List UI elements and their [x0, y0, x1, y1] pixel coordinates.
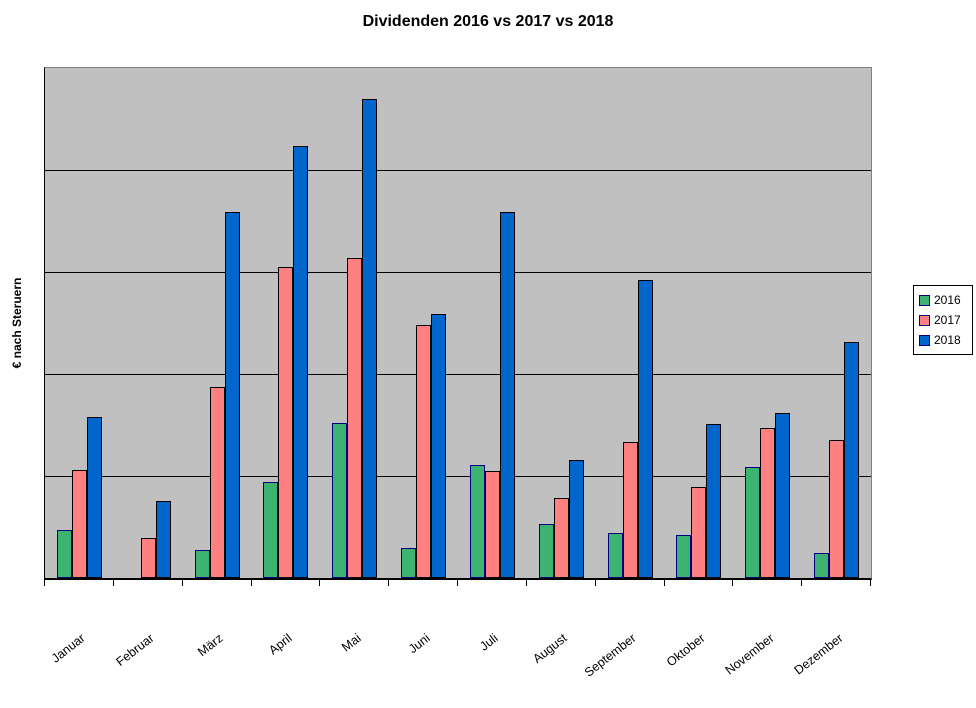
bar-november-2017 — [760, 428, 775, 578]
bar-juli-2018 — [500, 212, 515, 578]
bar-april-2016 — [263, 482, 278, 578]
axis-tick — [595, 580, 596, 586]
axis-tick — [732, 580, 733, 586]
legend: 2016 2017 2018 — [913, 285, 973, 355]
axis-tick — [801, 580, 802, 586]
bar-oktober-2016 — [676, 535, 691, 578]
bar-oktober-2018 — [706, 424, 721, 578]
legend-label: 2016 — [934, 293, 961, 307]
bar-januar-2018 — [87, 417, 102, 578]
axis-tick — [44, 580, 45, 586]
legend-swatch-2017 — [919, 314, 930, 326]
bar-juni-2017 — [416, 325, 431, 578]
bar-september-2018 — [638, 280, 653, 578]
legend-item-2016: 2016 — [919, 290, 972, 310]
bar-oktober-2017 — [691, 487, 706, 578]
gridline — [45, 374, 871, 375]
bar-februar-2018 — [156, 501, 171, 578]
bar-mai-2018 — [362, 99, 377, 578]
bar-november-2016 — [745, 467, 760, 578]
bar-maerz-2018 — [225, 212, 240, 578]
x-axis-label-dezember: Dezember — [791, 631, 846, 678]
gridline — [45, 476, 871, 477]
axis-tick — [664, 580, 665, 586]
bar-dezember-2016 — [814, 553, 829, 578]
gridline — [45, 170, 871, 171]
bar-januar-2016 — [57, 530, 72, 578]
bar-januar-2017 — [72, 470, 87, 578]
bar-april-2018 — [293, 146, 308, 578]
axis-tick — [388, 580, 389, 586]
bar-maerz-2016 — [195, 550, 210, 578]
legend-swatch-2016 — [919, 294, 930, 306]
bar-april-2017 — [278, 267, 293, 578]
bar-juni-2016 — [401, 548, 416, 578]
bar-august-2018 — [569, 460, 584, 578]
bar-maerz-2017 — [210, 387, 225, 578]
bar-juli-2017 — [485, 471, 500, 578]
bar-august-2017 — [554, 498, 569, 578]
axis-tick — [113, 580, 114, 586]
x-axis-ticks — [44, 580, 873, 587]
plot-area — [44, 67, 872, 580]
bar-dezember-2017 — [829, 440, 844, 578]
axis-tick — [182, 580, 183, 586]
y-axis-title: € nach Steruern — [10, 277, 24, 369]
bar-februar-2017 — [141, 538, 156, 578]
chart-title: Dividenden 2016 vs 2017 vs 2018 — [362, 13, 614, 30]
axis-tick — [870, 580, 871, 586]
bar-november-2018 — [775, 413, 790, 578]
legend-swatch-2018 — [919, 334, 930, 346]
bar-mai-2017 — [347, 258, 362, 578]
bar-dezember-2018 — [844, 342, 859, 578]
bar-juli-2016 — [470, 465, 485, 578]
bar-mai-2016 — [332, 423, 347, 578]
bar-september-2017 — [623, 442, 638, 578]
legend-label: 2017 — [934, 313, 961, 327]
legend-item-2018: 2018 — [919, 330, 972, 350]
axis-tick — [457, 580, 458, 586]
bar-august-2016 — [539, 524, 554, 578]
legend-item-2017: 2017 — [919, 310, 972, 330]
axis-tick — [251, 580, 252, 586]
axis-tick — [526, 580, 527, 586]
axis-tick — [319, 580, 320, 586]
legend-label: 2018 — [934, 333, 961, 347]
bar-juni-2018 — [431, 314, 446, 578]
bar-september-2016 — [608, 533, 623, 578]
gridline — [45, 272, 871, 273]
